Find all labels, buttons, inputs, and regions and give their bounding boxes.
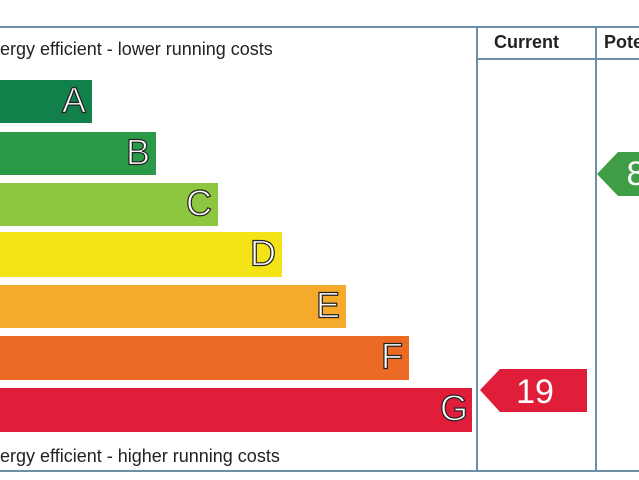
- potential-rating: 8: [627, 155, 639, 193]
- current-arrow: [480, 369, 587, 412]
- current-rating: 19: [516, 373, 554, 411]
- band-letter: C: [186, 183, 212, 224]
- band-letter: B: [126, 132, 150, 173]
- band-bar: [0, 183, 218, 226]
- band-bar: [0, 336, 409, 380]
- band-bar: [0, 80, 92, 123]
- band-bar: [0, 132, 156, 175]
- band-bar: [0, 388, 472, 432]
- band-letter: G: [440, 388, 468, 429]
- band-letter: E: [316, 285, 340, 326]
- potential-arrow: [597, 152, 639, 196]
- band-letter: F: [381, 336, 403, 377]
- top-note: ergy efficient - lower running costs: [0, 39, 273, 59]
- bands: A B C D E F G: [0, 79, 472, 432]
- potential-header: Pote: [604, 32, 639, 52]
- band-bar: [0, 232, 282, 277]
- band-letter: D: [250, 233, 276, 274]
- bottom-note: ergy efficient - higher running costs: [0, 446, 280, 466]
- band-bar: [0, 285, 346, 328]
- band-letter: A: [62, 80, 86, 121]
- current-header: Current: [494, 32, 559, 52]
